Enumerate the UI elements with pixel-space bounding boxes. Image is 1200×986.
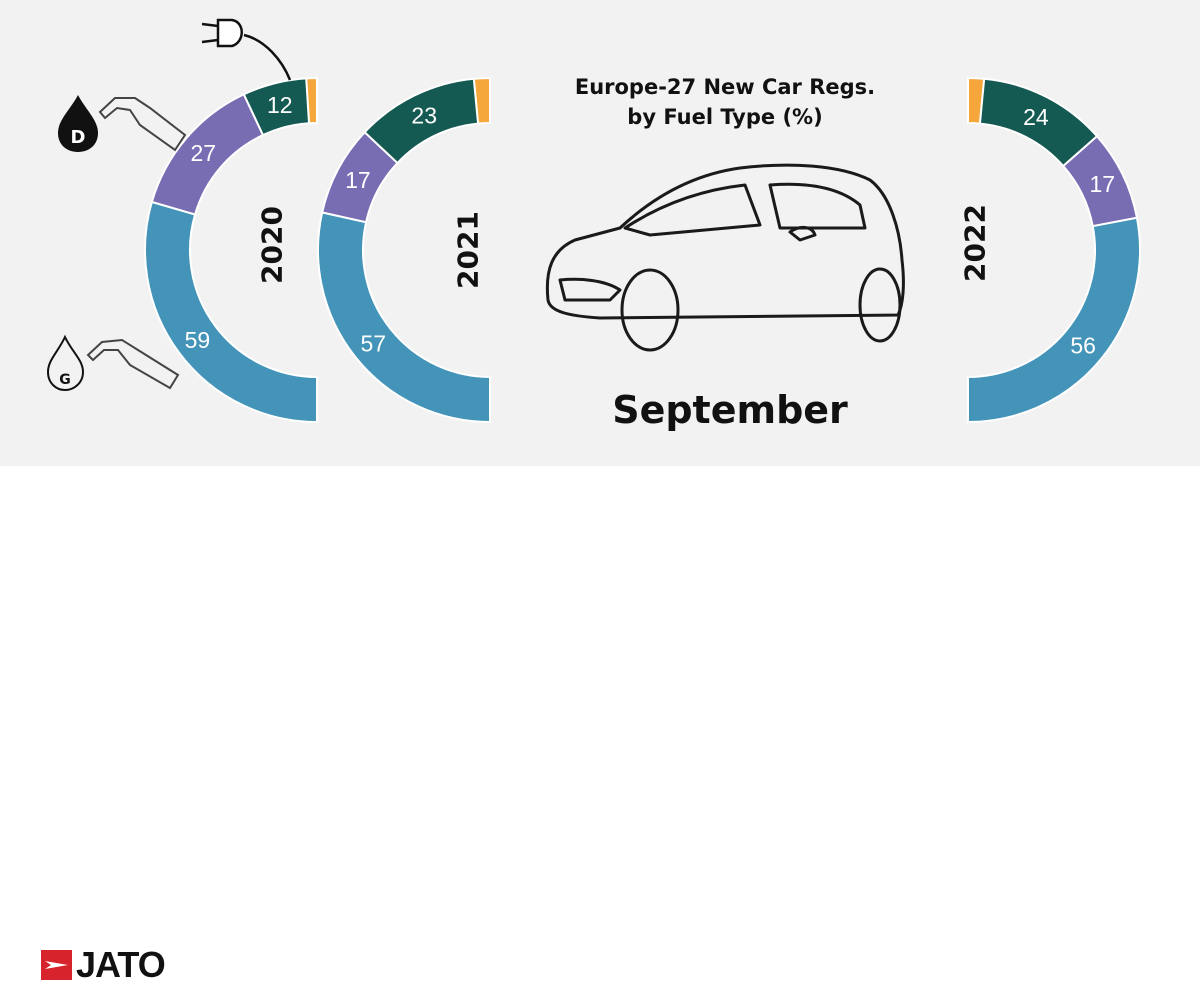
petrol-pump-icon: G — [46, 334, 180, 392]
data-label-2022-petrol: 56 — [1070, 332, 1096, 358]
diesel-badge: D — [71, 127, 86, 148]
data-label-2020-electric: 12 — [267, 92, 293, 118]
electric-plug-icon — [201, 18, 292, 81]
slice-2020-petrol — [144, 200, 318, 424]
year-label-2020: 2020 — [255, 206, 289, 284]
fuel-type-chart: 12 27 59 23 17 57 24 17 56 D G — [46, 18, 1141, 424]
data-label-2021-petrol: 57 — [361, 330, 387, 356]
data-label-2020-petrol: 59 — [185, 327, 211, 353]
data-label-2021-diesel: 17 — [345, 167, 371, 193]
data-label-2020-diesel: 27 — [191, 140, 217, 166]
car-outline-icon — [545, 163, 905, 352]
month-label: September — [612, 388, 848, 432]
diesel-pump-icon: D — [58, 95, 187, 152]
slice-2022-petrol — [967, 216, 1141, 424]
footer: JATO — [0, 466, 1200, 985]
petrol-badge: G — [59, 372, 71, 388]
year-label-2021: 2021 — [451, 211, 485, 289]
year-label-2022: 2022 — [958, 204, 992, 282]
chart-title: Europe-27 New Car Regs. by Fuel Type (%) — [500, 72, 950, 132]
jato-logo-text: JATO — [76, 944, 166, 985]
slice-2021-petrol — [317, 211, 491, 424]
data-label-2022-electric: 24 — [1023, 104, 1049, 130]
title-line-2: by Fuel Type (%) — [627, 105, 823, 129]
jato-logo-mark — [41, 950, 72, 980]
data-label-2021-electric: 23 — [411, 103, 437, 129]
data-label-2022-diesel: 17 — [1089, 171, 1115, 197]
title-line-1: Europe-27 New Car Regs. — [574, 75, 876, 99]
infographic-background: 12 27 59 23 17 57 24 17 56 D G — [0, 0, 1200, 466]
